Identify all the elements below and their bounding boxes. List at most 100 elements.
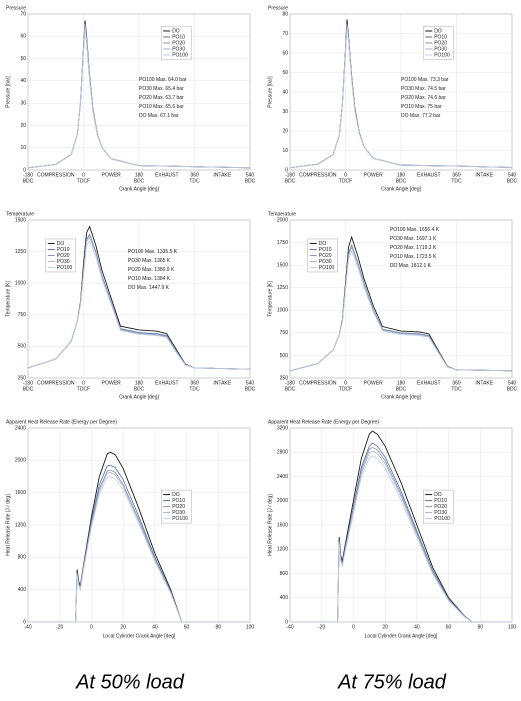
x-tick-sublabel: BDC (134, 178, 145, 184)
x-tick-sublabel: TDCF (339, 386, 352, 392)
x-tick-label: 180 (135, 380, 144, 386)
legend-label: DO (434, 28, 442, 34)
phase-label: EXHAUST (417, 172, 441, 178)
phase-label: POWER (364, 380, 383, 386)
phase-label: INTAKE (213, 380, 231, 386)
legend-label: PO10 (319, 247, 332, 253)
x-tick-label: 180 (397, 172, 406, 178)
phase-label: EXHAUST (155, 172, 179, 178)
x-tick-label: 80 (478, 624, 484, 630)
legend-label: PO100 (57, 265, 73, 271)
x-tick-sublabel: BDC (245, 386, 256, 392)
chart-title: Apparent Heat Release Rate (Energy per D… (6, 419, 117, 425)
annotation: PO30 Max. 1365 K (128, 258, 171, 264)
y-tick-label: 2000 (277, 217, 288, 223)
legend-label: PO10 (172, 34, 185, 40)
x-tick-label: 540 (246, 380, 255, 386)
x-tick-label: 360 (190, 172, 199, 178)
x-tick-sublabel: BDC (134, 386, 145, 392)
series-line (290, 455, 512, 623)
y-tick-label: 1600 (15, 490, 26, 496)
x-axis-label: Local Cylinder Crank Angle [deg] (103, 633, 176, 639)
x-axis-label: Crank Angle [deg] (381, 186, 421, 192)
y-tick-label: 80 (282, 11, 288, 17)
x-tick-label: 0 (82, 172, 85, 178)
chart-title: Pressure (6, 5, 26, 11)
annotation: DO Max. 1447.9 K (128, 285, 170, 291)
legend-label: PO20 (434, 504, 447, 510)
y-tick-label: 30 (282, 109, 288, 115)
annotation: PO100 Max. 1656.4 K (390, 227, 440, 233)
x-tick-label: -20 (318, 624, 325, 630)
y-tick-label: 2400 (277, 474, 288, 480)
y-tick-label: 70 (20, 11, 26, 17)
series-line (289, 249, 513, 372)
series-line (28, 476, 250, 623)
legend-label: DO (57, 241, 65, 247)
legend-label: PO100 (434, 52, 450, 58)
series-line (289, 27, 513, 169)
annotation: PO20 Max. 74.6 bar (401, 95, 446, 101)
y-tick-label: 0 (285, 167, 288, 173)
caption: At 50% load (75, 671, 185, 693)
y-tick-label: 1500 (277, 262, 288, 268)
y-tick-label: 1200 (15, 522, 26, 528)
y-tick-label: 60 (282, 50, 288, 56)
y-tick-label: 250 (280, 375, 289, 381)
legend-label: DO (172, 492, 180, 498)
y-tick-label: 30 (20, 100, 26, 106)
x-tick-label: 0 (344, 380, 347, 386)
x-tick-label: -180 (23, 172, 33, 178)
phase-label: POWER (364, 172, 383, 178)
x-tick-sublabel: TDCF (77, 178, 90, 184)
legend-label: PO10 (172, 498, 185, 504)
y-axis-label: Heat Release Rate [J / deg] (5, 494, 11, 556)
legend-label: PO30 (319, 259, 332, 265)
legend-label: PO10 (434, 34, 447, 40)
phase-label: POWER (102, 172, 121, 178)
x-tick-sublabel: TDC (189, 386, 200, 392)
x-tick-label: 360 (190, 380, 199, 386)
annotation: PO20 Max. 1380.9 K (128, 267, 175, 273)
x-tick-label: 360 (452, 172, 461, 178)
y-tick-label: 1000 (15, 281, 26, 287)
x-tick-label: -180 (285, 172, 295, 178)
y-tick-label: 3200 (277, 425, 288, 431)
legend-label: PO100 (319, 265, 335, 271)
y-tick-label: 1200 (277, 547, 288, 553)
legend-label: DO (434, 492, 442, 498)
caption: At 75% load (337, 671, 447, 693)
y-tick-label: 10 (282, 148, 288, 154)
phase-label: COMPRESSION (37, 380, 75, 386)
x-tick-label: 100 (246, 624, 255, 630)
y-tick-label: 20 (282, 128, 288, 134)
y-tick-label: 2000 (15, 458, 26, 464)
x-tick-label: 80 (216, 624, 222, 630)
x-tick-label: 180 (135, 172, 144, 178)
y-tick-label: 40 (20, 78, 26, 84)
x-axis-label: Crank Angle [deg] (119, 186, 159, 192)
phase-label: POWER (102, 380, 121, 386)
legend-label: PO20 (172, 40, 185, 46)
x-tick-label: 360 (452, 380, 461, 386)
x-axis-label: Local Cylinder Crank Angle [deg] (365, 633, 438, 639)
x-tick-label: -20 (56, 624, 63, 630)
annotation: PO100 Max. 1335.5 K (128, 249, 178, 255)
legend-label: PO100 (172, 52, 188, 58)
x-tick-sublabel: TDC (189, 178, 200, 184)
x-tick-label: 540 (508, 380, 517, 386)
annotation: DO Max. 1812.1 K (390, 263, 432, 269)
x-tick-sublabel: BDC (285, 178, 296, 184)
chart-title: Temperature (268, 211, 296, 217)
legend-label: PO10 (434, 498, 447, 504)
y-axis-label: Temperature [K] (5, 281, 11, 317)
y-tick-label: 1750 (277, 240, 288, 246)
annotation: PO100 Max. 73.3 bar (401, 77, 449, 83)
y-tick-label: 1600 (277, 522, 288, 528)
x-tick-sublabel: TDC (451, 386, 462, 392)
legend-label: DO (172, 28, 180, 34)
x-tick-label: 180 (397, 380, 406, 386)
y-tick-label: 10 (20, 145, 26, 151)
annotation: PO30 Max. 1697.1 K (390, 236, 437, 242)
